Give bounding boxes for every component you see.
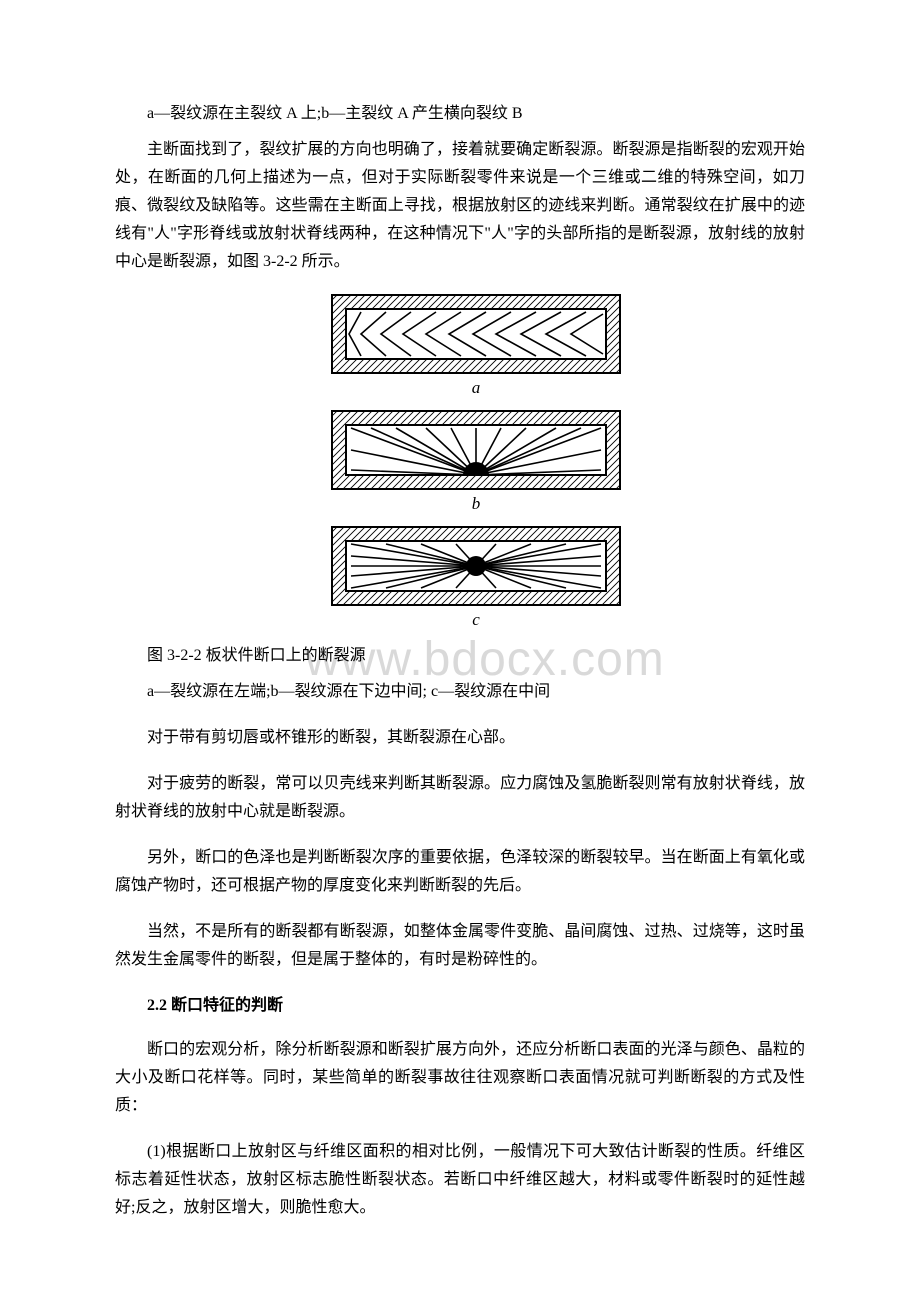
diagram-b <box>331 410 621 490</box>
diagram-a <box>331 294 621 374</box>
diagram-c <box>331 526 621 606</box>
figure-3-2-2: a <box>115 294 805 630</box>
figure-panel-b: b <box>147 410 805 514</box>
figure1-caption: a—裂纹源在主裂纹 A 上;b—主裂纹 A 产生横向裂纹 B <box>115 100 805 128</box>
panel-b-label: b <box>472 494 481 514</box>
panel-a-label: a <box>472 378 481 398</box>
paragraph-3: 对于疲劳的断裂，常可以贝壳线来判断其断裂源。应力腐蚀及氢脆断裂则常有放射状脊线，… <box>115 770 805 826</box>
document-content: a—裂纹源在主裂纹 A 上;b—主裂纹 A 产生横向裂纹 B 主断面找到了，裂纹… <box>115 100 805 1222</box>
figure2-caption-sub: a—裂纹源在左端;b—裂纹源在下边中间; c—裂纹源在中间 <box>115 678 805 706</box>
panel-c-label: c <box>472 610 480 630</box>
paragraph-5: 当然，不是所有的断裂都有断裂源，如整体金属零件变脆、晶间腐蚀、过热、过烧等，这时… <box>115 918 805 974</box>
paragraph-6: 断口的宏观分析，除分析断裂源和断裂扩展方向外，还应分析断口表面的光泽与颜色、晶粒… <box>115 1036 805 1120</box>
figure-panel-c: c <box>147 526 805 630</box>
figure-panel-a: a <box>147 294 805 398</box>
paragraph-4: 另外，断口的色泽也是判断断裂次序的重要依据，色泽较深的断裂较早。当在断面上有氧化… <box>115 844 805 900</box>
paragraph-7: (1)根据断口上放射区与纤维区面积的相对比例，一般情况下可大致估计断裂的性质。纤… <box>115 1138 805 1222</box>
paragraph-2: 对于带有剪切唇或杯锥形的断裂，其断裂源在心部。 <box>115 724 805 752</box>
figure2-caption-title: 图 3-2-2 板状件断口上的断裂源 <box>115 642 805 670</box>
paragraph-1: 主断面找到了，裂纹扩展的方向也明确了，接着就要确定断裂源。断裂源是指断裂的宏观开… <box>115 136 805 276</box>
section-heading-2-2: 2.2 断口特征的判断 <box>115 992 805 1020</box>
